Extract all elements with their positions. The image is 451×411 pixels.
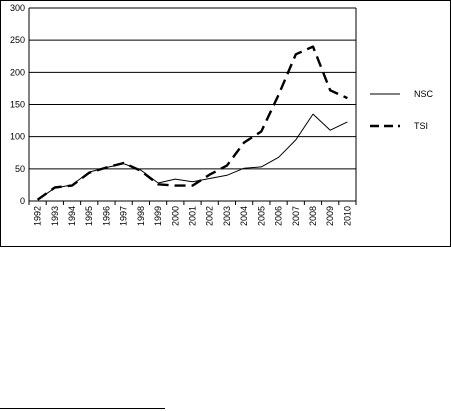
footnote-rule: [0, 408, 165, 409]
x-tick-label: 1994: [67, 206, 77, 226]
x-tick-label: 1993: [50, 206, 60, 226]
y-tick-label: 300: [10, 3, 25, 13]
x-tick-label: 2002: [205, 206, 215, 226]
x-tick-label: 2001: [188, 206, 198, 226]
x-tick-label: 2003: [222, 206, 232, 226]
x-tick-label: 1998: [136, 206, 146, 226]
x-tick-label: 2000: [170, 206, 180, 226]
y-tick-label: 250: [10, 35, 25, 45]
series-line-tsi: [36, 45, 348, 201]
x-tick-label: 1999: [153, 206, 163, 226]
y-tick-label: 0: [20, 196, 25, 206]
x-tick-label: 1996: [101, 206, 111, 226]
x-tick-label: 2008: [308, 206, 318, 226]
y-tick-label: 200: [10, 67, 25, 77]
legend-label-nsc: NSC: [414, 89, 434, 99]
y-tick-label: 50: [15, 164, 25, 174]
x-tick-label: 2004: [239, 206, 249, 226]
y-tick-label: 100: [10, 132, 25, 142]
x-tick-label: 2009: [325, 206, 335, 226]
x-tick-label: 2010: [342, 206, 352, 226]
x-tick-label: 1992: [33, 206, 43, 226]
y-tick-label: 150: [10, 100, 25, 110]
x-tick-label: 2007: [291, 206, 301, 226]
x-tick-label: 1997: [119, 206, 129, 226]
legend-label-tsi: TSI: [414, 121, 428, 131]
line-chart: 0 50 100 150 200 250 300 1992 1993 1994 1995 1996 19…: [10, 3, 434, 226]
series-line-nsc: [37, 113, 348, 201]
x-tick-label: 2006: [274, 206, 284, 226]
x-tick-label: 1995: [84, 206, 94, 226]
x-tick-label: 2005: [256, 206, 266, 226]
